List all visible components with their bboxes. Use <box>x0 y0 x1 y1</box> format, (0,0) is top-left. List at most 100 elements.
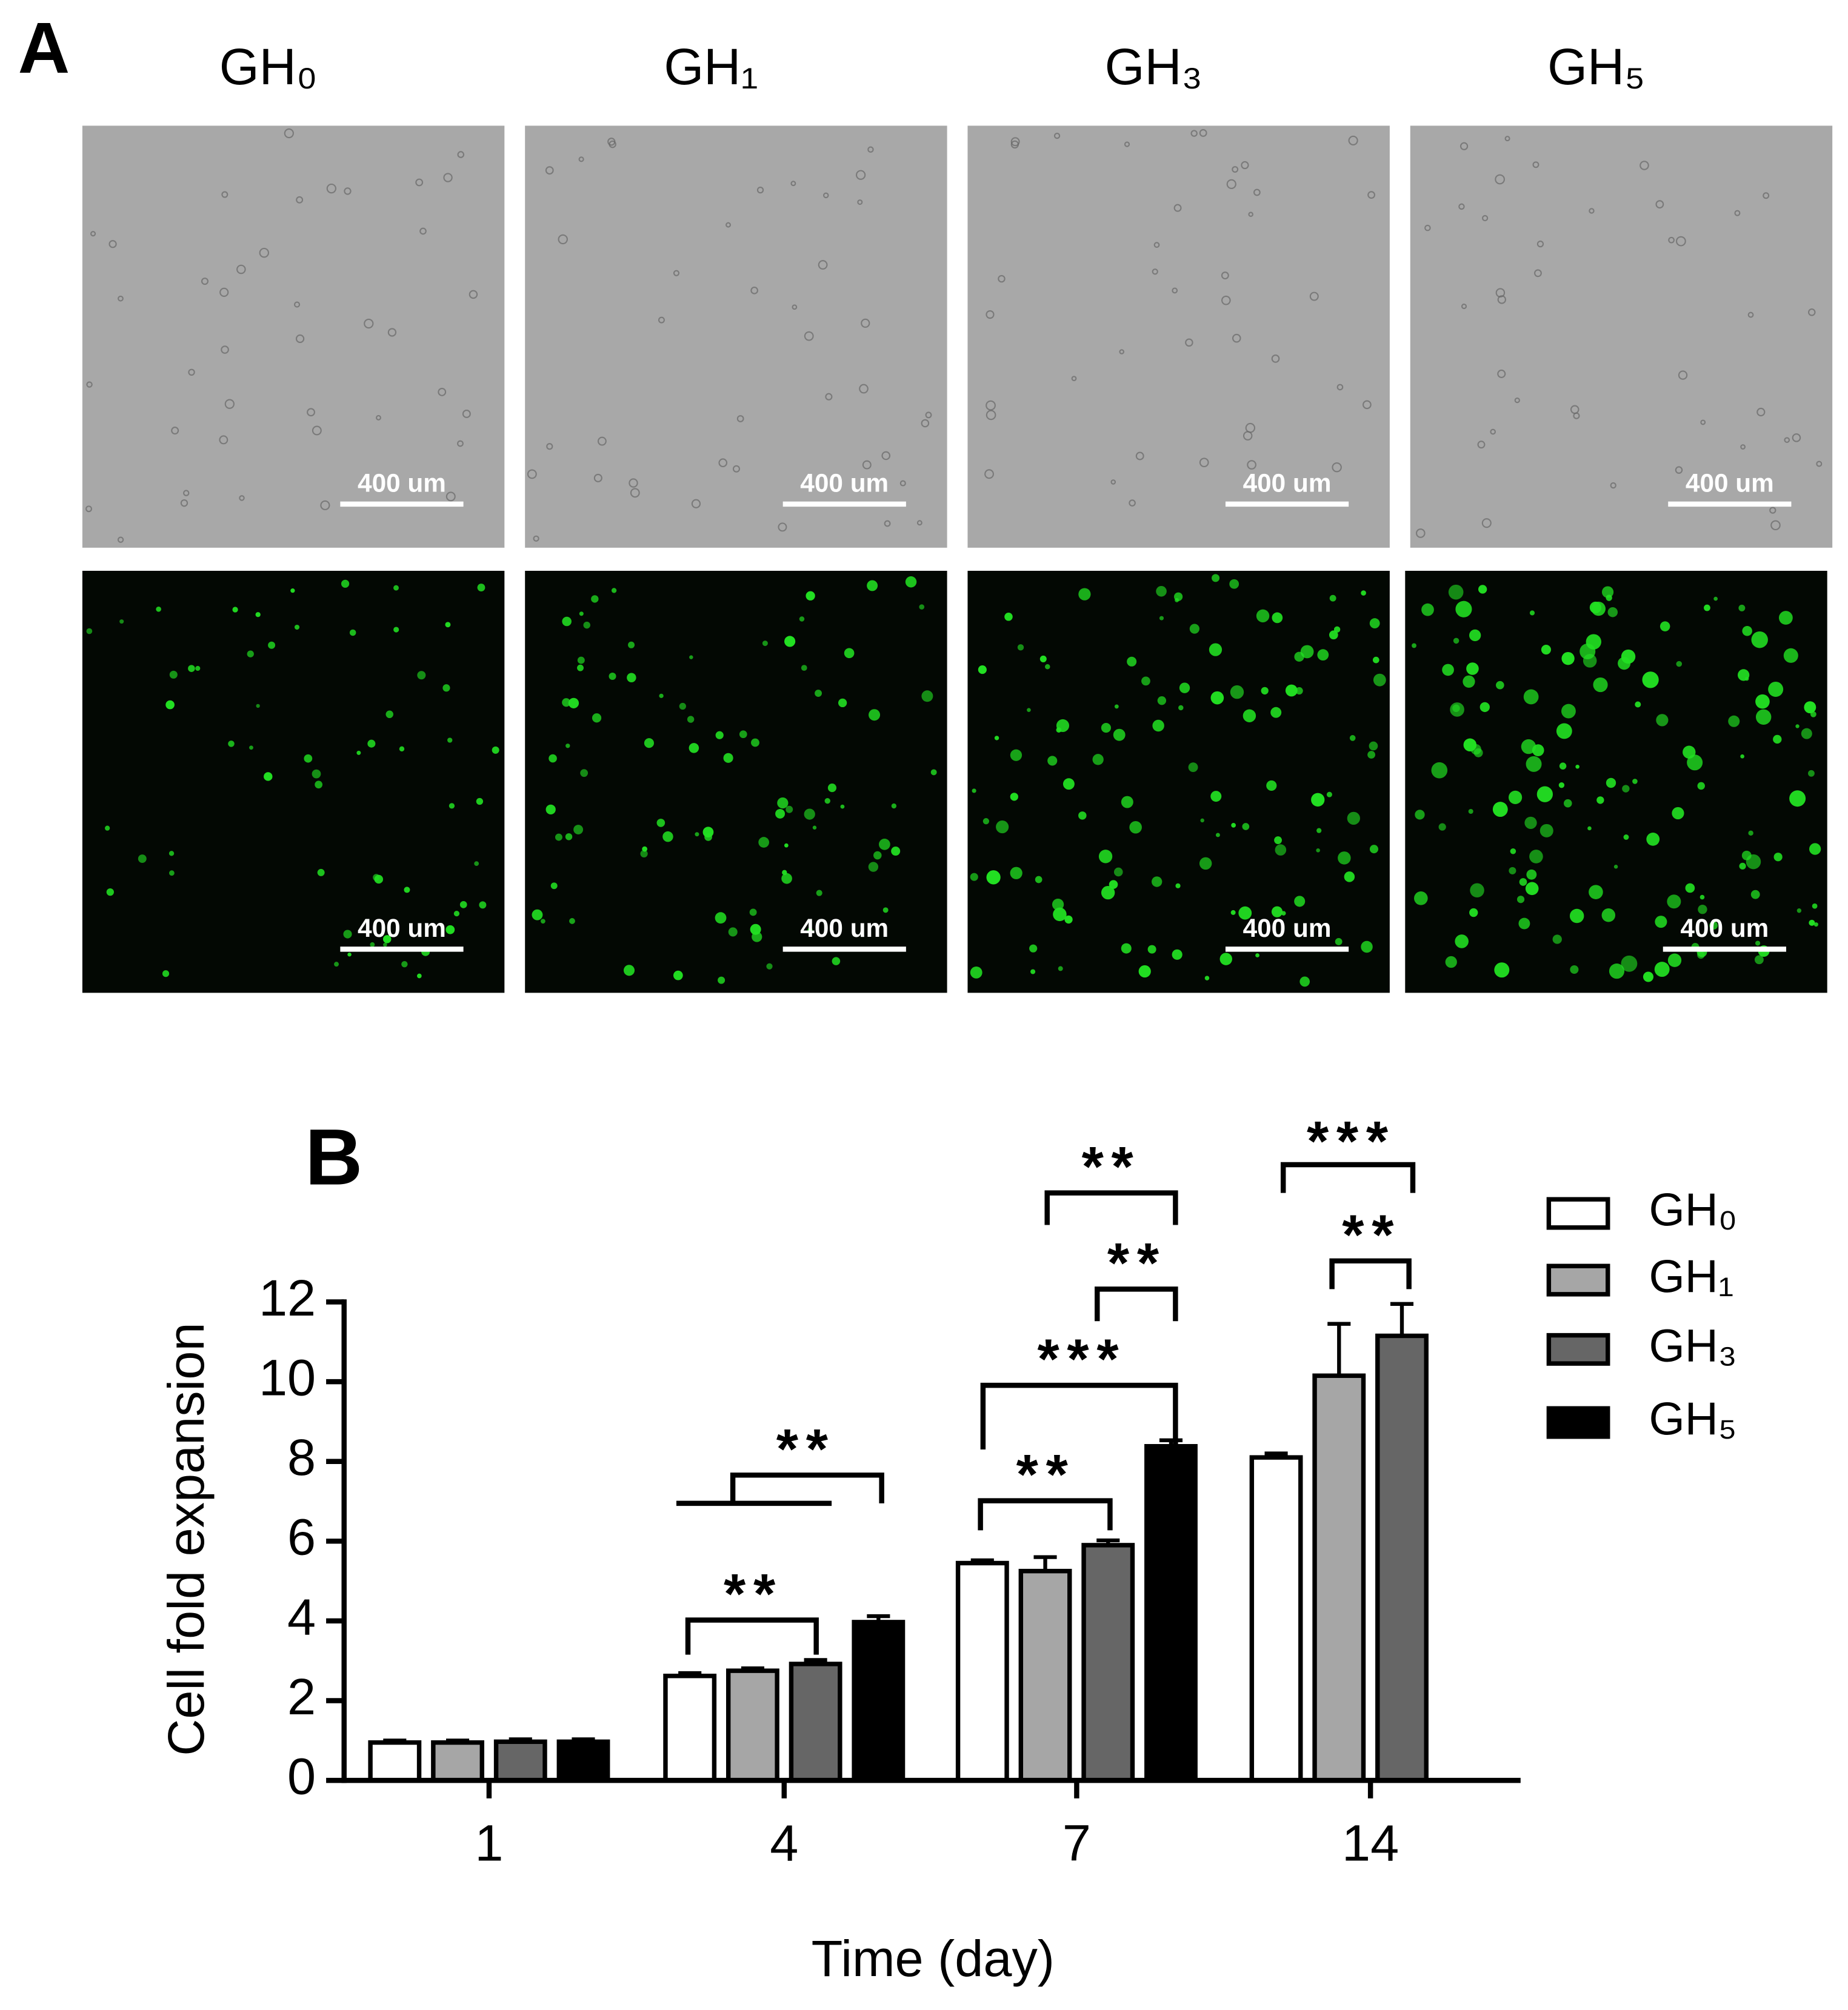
bar <box>368 1740 422 1783</box>
cell <box>777 797 789 809</box>
cell <box>629 478 638 488</box>
cell <box>562 698 571 707</box>
cell <box>1623 834 1629 840</box>
bar <box>1081 1543 1135 1783</box>
cell <box>867 580 878 591</box>
cell <box>986 310 995 319</box>
cell <box>1496 681 1504 690</box>
cell <box>1678 370 1688 380</box>
cell <box>628 641 635 648</box>
cell <box>367 739 376 748</box>
cell <box>1369 618 1380 628</box>
cell <box>469 290 478 299</box>
cell <box>881 451 891 461</box>
cell <box>370 942 375 947</box>
cell <box>1813 922 1818 927</box>
cell <box>750 923 761 935</box>
cell <box>1490 428 1496 435</box>
cell <box>792 304 798 310</box>
cell <box>317 868 325 876</box>
cell <box>728 927 738 937</box>
cell <box>1129 820 1142 834</box>
cell <box>691 499 701 508</box>
cell <box>438 387 447 396</box>
cell <box>827 784 837 793</box>
cell <box>294 624 300 630</box>
significance-label: ** <box>1082 1135 1141 1198</box>
cell <box>1469 629 1481 642</box>
bar <box>852 1620 906 1783</box>
brightfield-image <box>82 125 505 548</box>
cell <box>816 890 822 896</box>
cell <box>578 156 584 162</box>
cell <box>221 191 228 198</box>
cell <box>899 480 906 487</box>
cell <box>642 846 647 852</box>
cell <box>1789 790 1806 807</box>
cell <box>679 702 686 710</box>
cell <box>1587 826 1592 831</box>
cell <box>1053 132 1061 139</box>
column-title: GH₃ <box>1105 38 1203 95</box>
cell <box>1532 161 1539 168</box>
cell <box>702 827 714 838</box>
cell <box>1299 976 1310 987</box>
cell <box>1713 596 1718 601</box>
cell <box>1468 808 1473 814</box>
cell <box>1071 376 1077 381</box>
cell <box>1755 940 1761 946</box>
cell <box>1709 921 1718 930</box>
cell <box>1114 704 1119 709</box>
fluorescence-image <box>525 570 947 993</box>
cell <box>1431 762 1448 779</box>
cell <box>393 627 399 633</box>
cell <box>555 833 562 841</box>
cell <box>1492 802 1508 817</box>
cell <box>695 832 699 837</box>
cell <box>1445 956 1457 968</box>
cell <box>1514 398 1520 404</box>
cell <box>804 808 815 820</box>
cell <box>1477 441 1486 449</box>
cell <box>1583 654 1597 668</box>
cell <box>221 345 229 354</box>
cell <box>156 606 161 612</box>
brightfield-image <box>1410 125 1833 548</box>
legend-label: GH₀ <box>1649 1185 1737 1236</box>
cell <box>1808 308 1816 316</box>
cell <box>766 963 773 970</box>
cell <box>1336 384 1344 391</box>
cell <box>1455 601 1472 617</box>
cell <box>1796 908 1802 913</box>
cell <box>1687 754 1703 771</box>
cell <box>921 419 930 428</box>
cell <box>284 128 294 139</box>
cell <box>457 151 465 158</box>
cell <box>998 275 1006 283</box>
cell <box>1010 140 1019 149</box>
cell <box>1045 664 1050 670</box>
cell <box>1101 723 1111 733</box>
cell <box>623 965 635 976</box>
cell <box>1010 867 1022 879</box>
cell <box>1773 734 1782 744</box>
cell <box>1200 818 1204 823</box>
cell <box>801 665 807 671</box>
cell <box>1230 910 1236 915</box>
cell <box>715 731 724 739</box>
cell <box>219 435 228 445</box>
cell <box>165 700 175 710</box>
cell <box>1643 971 1654 982</box>
cell <box>445 925 455 934</box>
cell <box>1601 908 1616 922</box>
cell <box>228 740 235 747</box>
cell <box>1610 482 1616 489</box>
cell <box>86 628 93 634</box>
cell <box>1270 707 1282 718</box>
panel-label: A <box>18 8 70 88</box>
cell <box>592 713 602 723</box>
cell <box>1747 311 1754 318</box>
cell <box>1591 601 1606 616</box>
cell <box>445 622 451 628</box>
cell <box>1655 200 1664 209</box>
